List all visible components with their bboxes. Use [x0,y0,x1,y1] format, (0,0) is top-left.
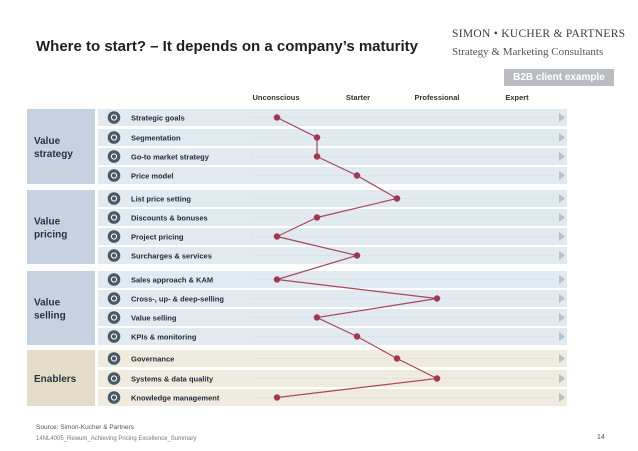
row-arrow-icon [559,133,565,142]
maturity-point [313,153,321,160]
row-label: Knowledge management [131,394,220,403]
row-label: Discounts & bonuses [131,214,208,223]
group-panel [27,350,95,406]
level-header-starter: Starter [346,93,370,102]
row-label: Project pricing [131,233,184,242]
maturity-point [393,195,401,202]
row-label: Price model [131,172,174,181]
trend-icon [107,150,121,163]
value-selling-icon [107,311,121,324]
sales-icon [107,273,121,286]
group-label: Value [34,136,61,147]
maturity-point [273,276,281,283]
group-label: strategy [34,149,73,160]
maturity-point [313,314,321,321]
systems-icon [107,372,121,385]
page-number: 14 [597,434,605,441]
group-panel [27,190,95,264]
maturity-point [313,214,321,221]
row-arrow-icon [559,113,565,122]
row-arrow-icon [559,251,565,260]
row-arrow-icon [559,171,565,180]
group-panel [27,109,95,184]
row-arrow-icon [559,232,565,241]
knowledge-icon [107,391,121,404]
surcharge-icon [107,249,121,262]
row-arrow-icon [559,393,565,402]
level-header-professional: Professional [414,93,459,102]
row-arrow-icon [559,374,565,383]
price-list-icon [107,192,121,205]
governance-icon [107,352,121,365]
row-label: Governance [131,355,174,364]
group-label: pricing [34,230,67,241]
maturity-point [273,233,281,240]
maturity-point [353,172,361,179]
maturity-point [353,252,361,259]
row-label: KPIs & monitoring [131,333,197,342]
group-label: Value [34,217,61,228]
kpi-icon [107,330,121,343]
row-arrow-icon [559,332,565,341]
group-panel [27,271,95,345]
row-arrow-icon [559,294,565,303]
maturity-point [393,355,401,362]
row-label: Systems & data quality [131,375,214,384]
row-arrow-icon [559,313,565,322]
brand-tagline: Strategy & Marketing Consultants [452,46,604,58]
maturity-point [313,134,321,141]
maturity-point [273,114,281,121]
row-label: List price setting [131,195,191,204]
source-note: Source: Simon-Kucher & Partners [36,424,134,431]
price-model-icon [107,169,121,182]
cross-sell-icon [107,292,121,305]
row-label: Go-to market strategy [131,153,210,162]
maturity-point [273,394,281,401]
row-label: Segmentation [131,134,181,143]
brand-logo-text: SIMON • KUCHER & PARTNERS [452,28,626,40]
row-label: Sales approach & KAM [131,276,213,285]
row-arrow-icon [559,354,565,363]
target-icon [107,111,121,124]
group-label: Enablers [34,374,77,385]
maturity-point [433,375,441,382]
client-example-badge: B2B client example [504,69,614,86]
segmentation-icon [107,131,121,144]
document-id: 14NL4005_Rewum_Achieving Pricing Excelle… [36,436,197,442]
maturity-point [433,295,441,302]
row-label: Value selling [131,314,177,323]
row-label: Cross-, up- & deep-selling [131,295,224,304]
project-icon [107,230,121,243]
group-label: Value [34,298,61,309]
level-header-expert: Expert [505,93,529,102]
page-title: Where to start? – It depends on a compan… [36,38,419,55]
row-arrow-icon [559,194,565,203]
row-arrow-icon [559,275,565,284]
discount-icon [107,211,121,224]
group-label: selling [34,311,66,322]
level-header-unconscious: Unconscious [252,93,299,102]
row-label: Strategic goals [131,114,185,123]
row-label: Surcharges & services [131,252,212,261]
maturity-point [353,333,361,340]
row-arrow-icon [559,152,565,161]
row-arrow-icon [559,213,565,222]
